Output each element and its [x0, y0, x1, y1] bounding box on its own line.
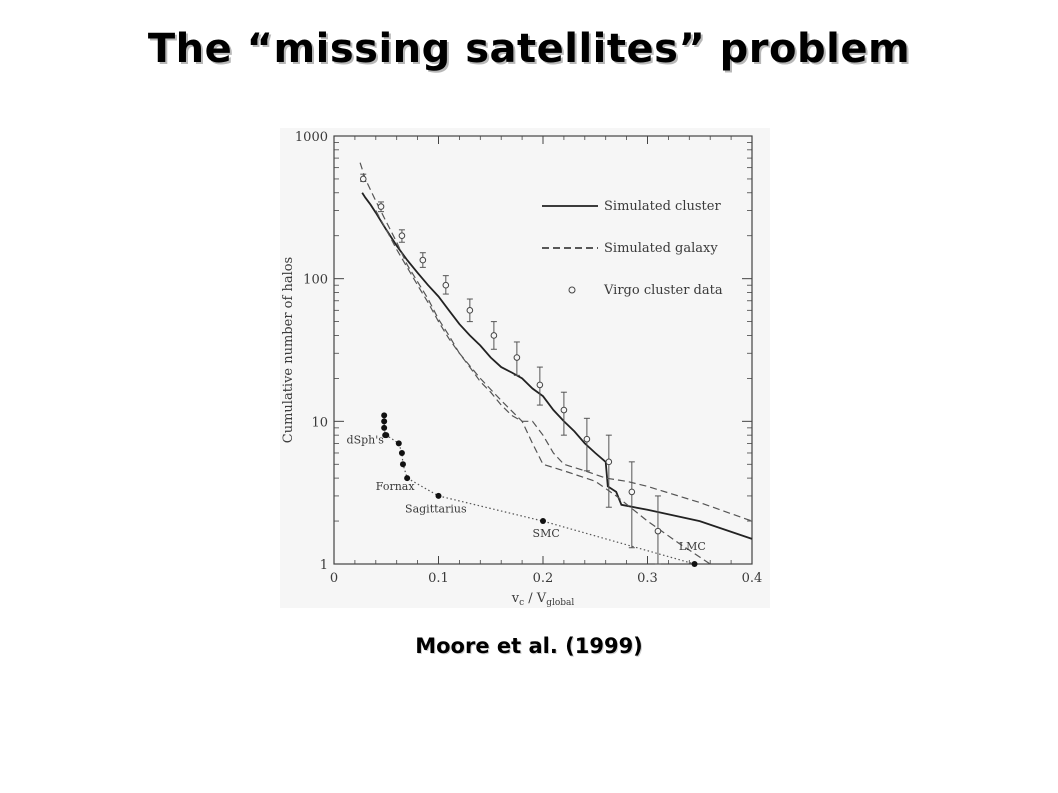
series-line-solid-0	[361, 192, 753, 540]
x-axis-label-mid: / V	[524, 591, 547, 606]
legend-label: Simulated cluster	[604, 199, 721, 214]
x-tick-label: 0.4	[742, 571, 763, 586]
y-tick-label: 100	[303, 273, 328, 288]
series-line-dotted-3	[383, 415, 695, 565]
dsph-marker	[398, 449, 405, 456]
dsph-marker	[404, 475, 411, 482]
annotation-label: LMC	[679, 540, 706, 553]
dsph-marker	[383, 432, 390, 439]
x-tick-label: 0.2	[533, 571, 554, 586]
virgo-data-points	[359, 173, 662, 565]
chart-series	[359, 162, 753, 567]
virgo-data-point	[536, 381, 544, 389]
x-axis-label-sub1: c	[519, 598, 524, 608]
virgo-data-point	[377, 203, 385, 210]
x-axis-label: vc / Vglobal	[511, 591, 575, 608]
legend-label: Simulated galaxy	[604, 241, 718, 256]
virgo-data-point	[442, 281, 450, 289]
y-axis-label: Cumulative number of halos	[281, 257, 296, 443]
virgo-data-point	[583, 435, 591, 443]
dsph-marker	[435, 492, 442, 499]
virgo-data-point	[605, 458, 613, 466]
virgo-data-point	[398, 232, 406, 240]
dsph-marker	[399, 461, 406, 468]
virgo-data-point	[466, 307, 474, 314]
dsph-marker	[540, 518, 546, 525]
dsph-marker	[691, 561, 698, 567]
virgo-data-point	[560, 406, 568, 414]
virgo-data-point	[628, 488, 636, 496]
virgo-data-point	[490, 332, 498, 339]
y-tick-label: 1	[320, 558, 328, 573]
y-tick-label: 1000	[295, 130, 328, 145]
y-tick-label: 10	[311, 415, 328, 430]
dsph-marker	[395, 440, 402, 447]
x-axis-label-main: v	[511, 591, 520, 606]
dsph-marker	[381, 412, 388, 419]
virgo-data-point	[419, 256, 427, 264]
series-line-dashed-2	[375, 210, 711, 565]
chart-svg: 0 0.1 0.2 0.3 0.4 1 10 100 1000 dSph's Fornax Sagi…	[281, 130, 762, 608]
virgo-data-point	[359, 175, 367, 183]
annotation-label: dSph's	[347, 433, 385, 446]
dsph-marker	[381, 424, 388, 431]
dsph-marker	[381, 418, 388, 425]
chart-legend: Simulated cluster Simulated galaxy Virgo c…	[542, 199, 723, 298]
virgo-data-point	[513, 354, 521, 361]
legend-label: Virgo cluster data	[603, 283, 723, 298]
annotation-label: SMC	[533, 527, 560, 540]
x-tick-label: 0	[330, 571, 338, 586]
virgo-data-point	[654, 527, 662, 535]
chart-annotations: dSph's Fornax Sagittarius SMC LMC	[347, 433, 706, 553]
figure-caption: Moore et al. (1999)	[415, 634, 643, 658]
series-line-dashed-1	[359, 162, 753, 522]
slide-title: The “missing satellites” problem	[147, 26, 911, 72]
x-tick-label: 0.3	[637, 571, 658, 586]
legend-swatch-circle	[568, 286, 576, 294]
axis-ticks: 0 0.1 0.2 0.3 0.4 1 10 100 1000	[295, 130, 762, 586]
x-axis-label-sub2: global	[546, 598, 574, 608]
annotation-label: Sagittarius	[405, 502, 467, 515]
chart-figure: 0 0.1 0.2 0.3 0.4 1 10 100 1000 dSph's Fornax Sagi…	[280, 128, 770, 608]
x-tick-label: 0.1	[428, 571, 449, 586]
annotation-label: Fornax	[376, 480, 416, 493]
